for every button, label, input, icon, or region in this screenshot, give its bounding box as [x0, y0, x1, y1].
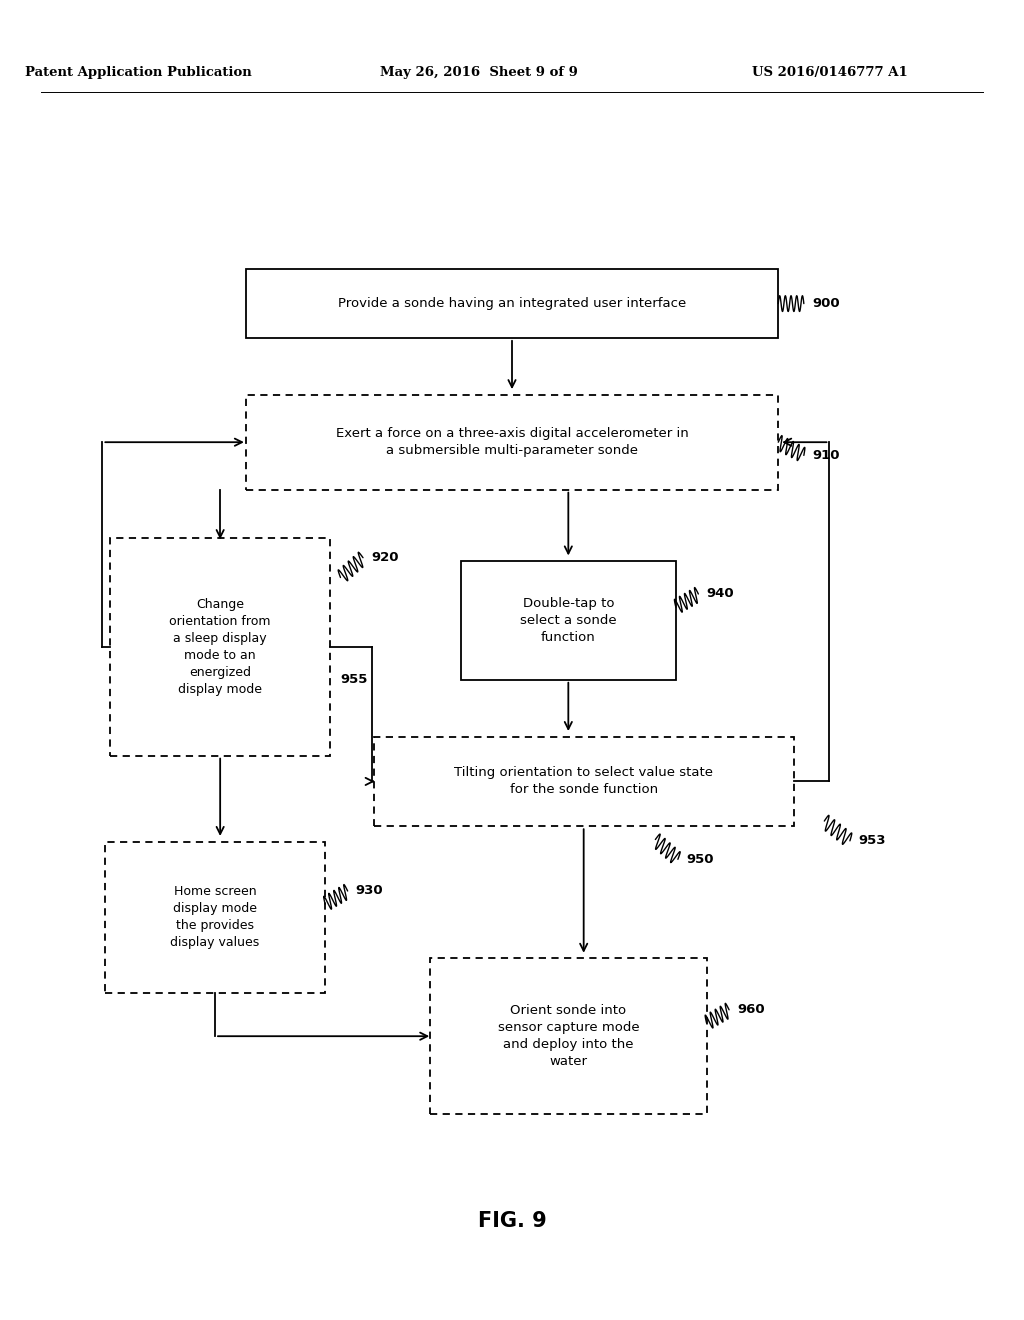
Text: 950: 950 — [686, 853, 714, 866]
Bar — [246, 269, 778, 338]
Text: Orient sonde into
sensor capture mode
and deploy into the
water: Orient sonde into sensor capture mode an… — [498, 1005, 639, 1068]
Text: 930: 930 — [356, 884, 383, 898]
Text: Home screen
display mode
the provides
display values: Home screen display mode the provides di… — [170, 886, 260, 949]
Text: 940: 940 — [707, 587, 734, 601]
Text: 960: 960 — [737, 1003, 765, 1016]
Text: 955: 955 — [340, 673, 368, 686]
Bar — [461, 561, 676, 680]
Text: Provide a sonde having an integrated user interface: Provide a sonde having an integrated use… — [338, 297, 686, 310]
Bar — [374, 737, 794, 826]
Text: 910: 910 — [812, 449, 840, 462]
Text: US 2016/0146777 A1: US 2016/0146777 A1 — [752, 66, 907, 79]
Bar — [430, 958, 707, 1114]
Text: Exert a force on a three-axis digital accelerometer in
a submersible multi-param: Exert a force on a three-axis digital ac… — [336, 428, 688, 457]
Bar — [111, 539, 330, 755]
Text: Patent Application Publication: Patent Application Publication — [25, 66, 252, 79]
Text: 920: 920 — [372, 552, 398, 564]
Text: Tilting orientation to select value state
for the sonde function: Tilting orientation to select value stat… — [455, 767, 713, 796]
Text: 953: 953 — [858, 834, 886, 847]
Text: 900: 900 — [812, 297, 840, 310]
Bar — [104, 842, 326, 993]
Text: Double-tap to
select a sonde
function: Double-tap to select a sonde function — [520, 597, 616, 644]
Text: May 26, 2016  Sheet 9 of 9: May 26, 2016 Sheet 9 of 9 — [380, 66, 579, 79]
Text: Change
orientation from
a sleep display
mode to an
energized
display mode: Change orientation from a sleep display … — [169, 598, 271, 696]
Text: FIG. 9: FIG. 9 — [477, 1210, 547, 1232]
Bar — [246, 395, 778, 490]
